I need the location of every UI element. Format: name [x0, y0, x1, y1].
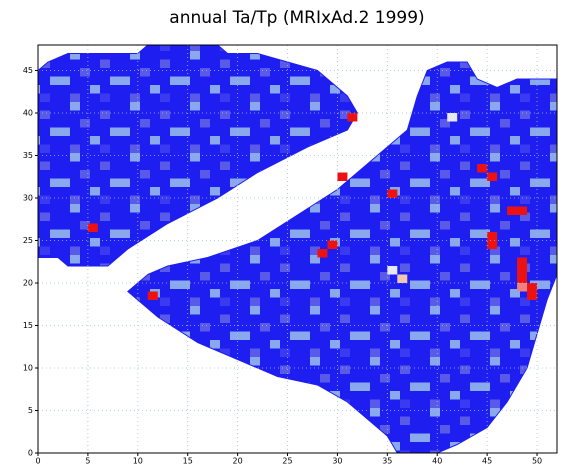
grid-cell: [517, 274, 528, 283]
y-tick-label: 35: [23, 151, 33, 160]
grid-cell: [487, 240, 498, 249]
grid-cell: [517, 206, 528, 215]
x-tick-label: 25: [282, 457, 292, 466]
y-tick-label: 0: [28, 449, 33, 458]
grid-cell: [517, 257, 528, 266]
y-tick-label: 5: [28, 406, 33, 415]
grid-cell: [487, 172, 498, 181]
x-tick-label: 20: [233, 457, 243, 466]
y-tick-label: 10: [23, 364, 33, 373]
plot-frame: [37, 44, 558, 454]
grid-cell: [527, 283, 538, 292]
grid-cell: [387, 266, 398, 275]
y-tick-label: 25: [23, 236, 33, 245]
chart-title: annual Ta/Tp (MRIxAd.2 1999): [169, 8, 424, 28]
grid-cell: [517, 283, 528, 292]
grid-cell: [447, 113, 458, 122]
x-tick-label: 10: [133, 457, 143, 466]
x-tick-label: 15: [183, 457, 193, 466]
grid-cell: [347, 113, 358, 122]
grid-cell: [527, 291, 538, 300]
x-tick-label: 40: [432, 457, 442, 466]
y-tick-label: 20: [23, 279, 33, 288]
y-tick-label: 45: [23, 66, 33, 75]
x-tick-label: 50: [532, 457, 542, 466]
grid-cell: [327, 240, 338, 249]
y-tick-label: 30: [23, 194, 33, 203]
grid-cell: [397, 274, 408, 283]
x-tick-label: 0: [35, 457, 40, 466]
y-tick-label: 40: [23, 109, 33, 118]
grid-cell: [387, 189, 398, 198]
grid-cell: [487, 232, 498, 241]
grid-cell: [337, 172, 348, 181]
grid-cell: [477, 164, 488, 173]
x-tick-label: 45: [482, 457, 492, 466]
x-tick-label: 30: [332, 457, 342, 466]
grid-cell: [87, 223, 98, 232]
grid-cell: [517, 266, 528, 275]
x-tick-label: 5: [85, 457, 90, 466]
grid-cell: [147, 291, 158, 300]
x-tick-label: 35: [382, 457, 392, 466]
grid-cell: [507, 206, 518, 215]
grid-cell: [317, 249, 328, 258]
y-tick-label: 15: [23, 321, 33, 330]
